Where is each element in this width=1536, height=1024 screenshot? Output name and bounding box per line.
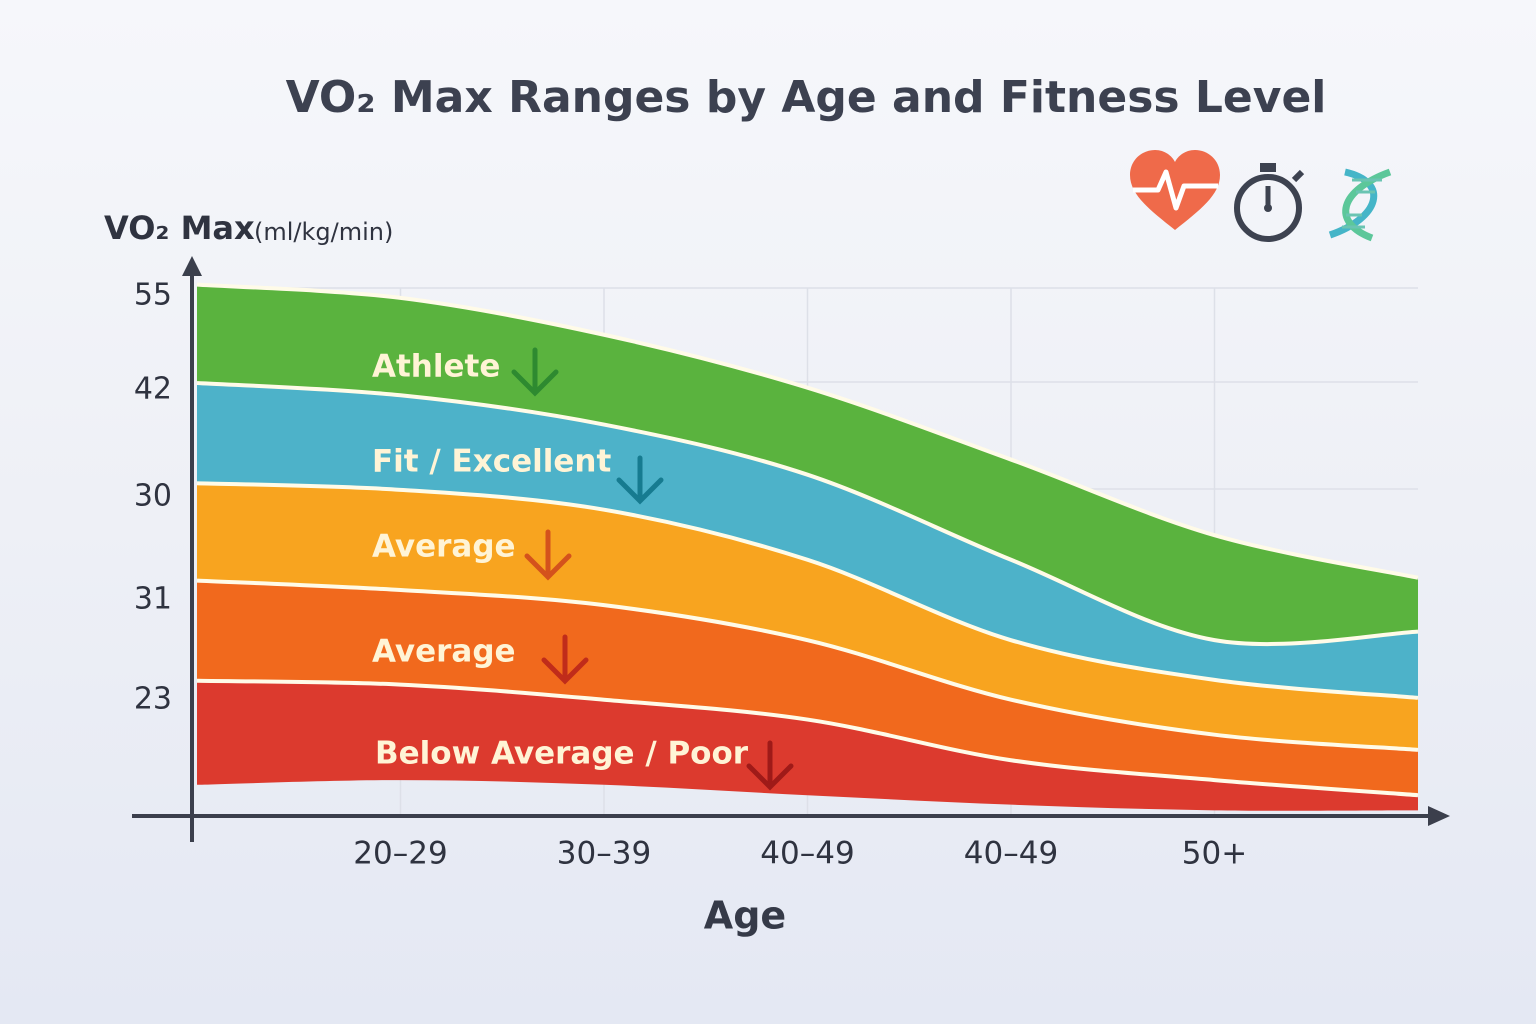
axes xyxy=(132,256,1450,842)
band-label: Average xyxy=(372,529,516,565)
x-tick-label: 40–49 xyxy=(964,836,1058,872)
band-edge xyxy=(196,481,1419,700)
band-label: Average xyxy=(372,634,516,670)
icons xyxy=(1130,150,1392,242)
x-tick-label: 20–29 xyxy=(353,836,447,872)
band-area xyxy=(197,680,1418,811)
y-tick-label: 23 xyxy=(134,682,172,717)
areas xyxy=(196,282,1419,811)
x-tick-label: 50+ xyxy=(1182,836,1247,872)
arrows xyxy=(511,347,794,791)
x-tick-label: 40–49 xyxy=(760,836,854,872)
band-area xyxy=(197,580,1418,796)
x-axis-label: Age xyxy=(704,894,786,938)
y-tick-label: 30 xyxy=(134,479,172,514)
band-edge xyxy=(196,578,1419,752)
band-label: Athlete xyxy=(372,349,500,385)
x-tick-label: 30–39 xyxy=(557,836,651,872)
band-area xyxy=(197,382,1418,698)
band-edge xyxy=(196,678,1419,798)
band-area xyxy=(197,284,1418,645)
y-tick-label: 55 xyxy=(134,278,172,313)
band-edge xyxy=(196,380,1419,647)
band-edge xyxy=(196,282,1419,580)
y-tick-label: 42 xyxy=(134,372,172,407)
band-labels: Athlete Fit / Excellent Average Average Belo… xyxy=(372,349,749,772)
band-label: Below Average / Poor xyxy=(375,736,749,772)
y-tick-label: 31 xyxy=(134,582,172,617)
band-label: Fit / Excellent xyxy=(372,444,611,480)
chart-title: VO₂ Max Ranges by Age and Fitness Level xyxy=(286,72,1327,123)
y-axis-unit: (ml/kg/min) xyxy=(254,218,393,246)
band-area xyxy=(197,483,1418,750)
y-axis-label: VO₂ Max xyxy=(104,209,255,247)
